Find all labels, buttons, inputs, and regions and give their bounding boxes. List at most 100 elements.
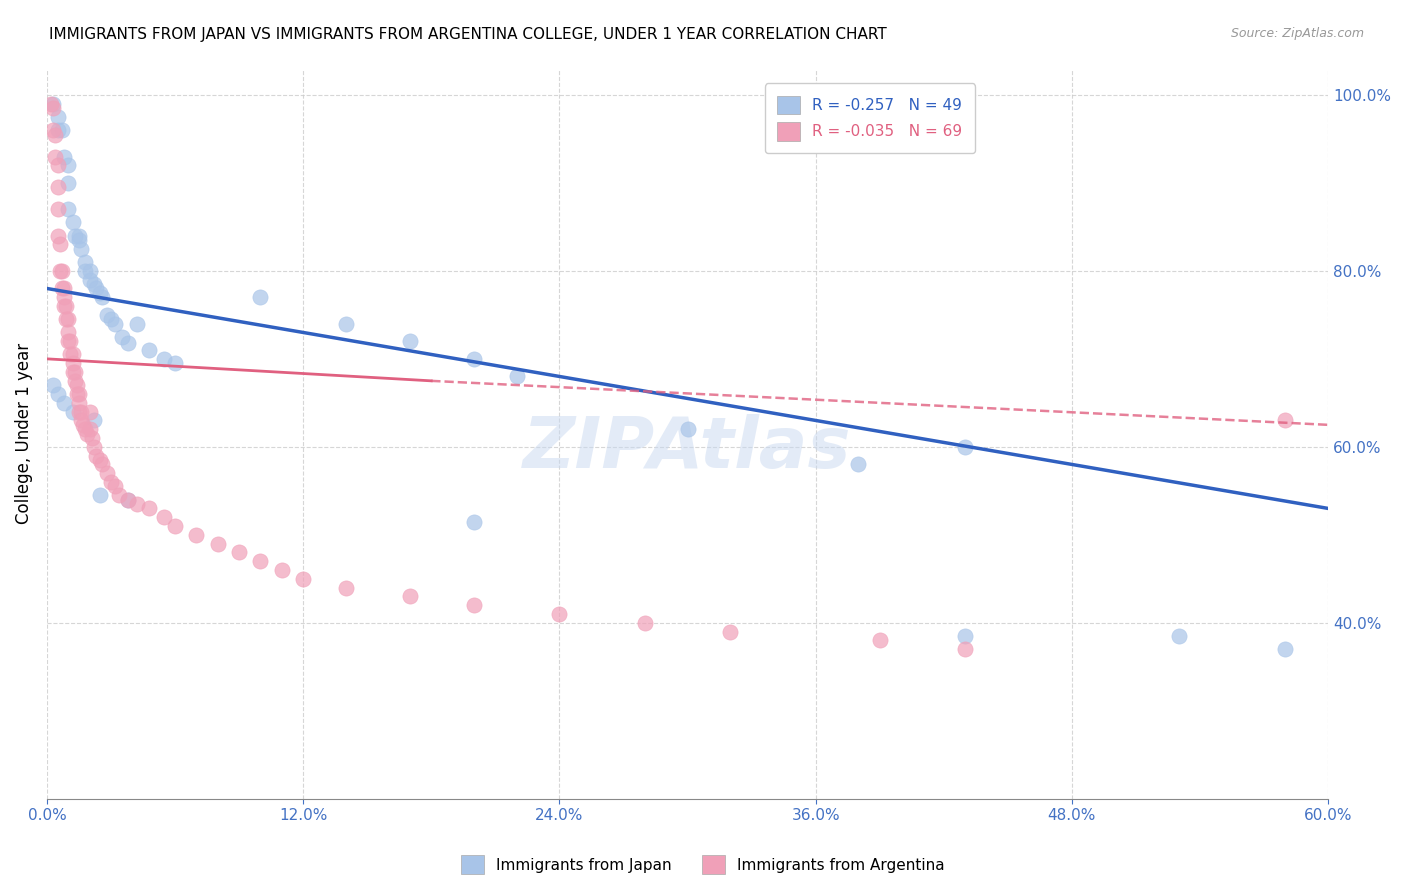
- Point: [100, 312, 122, 326]
- Y-axis label: College, Under 1 year: College, Under 1 year: [15, 343, 32, 524]
- Point: [66, 387, 89, 401]
- Text: Source: ZipAtlas.com: Source: ZipAtlas.com: [1230, 27, 1364, 40]
- Point: [67, 233, 90, 247]
- Legend: Immigrants from Japan, Immigrants from Argentina: Immigrants from Japan, Immigrants from A…: [456, 849, 950, 880]
- Point: [62, 215, 84, 229]
- Point: [51, 264, 73, 278]
- Point: [46, 228, 69, 243]
- Point: [79, 264, 101, 278]
- Point: [96, 467, 118, 481]
- Point: [335, 581, 357, 595]
- Point: [249, 554, 271, 568]
- Point: [104, 317, 127, 331]
- Point: [953, 642, 976, 657]
- Point: [207, 536, 229, 550]
- Point: [79, 404, 101, 418]
- Point: [46, 158, 69, 172]
- Point: [96, 308, 118, 322]
- Point: [72, 417, 94, 432]
- Point: [55, 312, 77, 326]
- Point: [59, 334, 82, 349]
- Text: ZIPAtlas: ZIPAtlas: [523, 414, 852, 483]
- Point: [59, 347, 82, 361]
- Point: [75, 255, 97, 269]
- Point: [1274, 642, 1296, 657]
- Point: [153, 510, 176, 524]
- Point: [117, 336, 139, 351]
- Point: [46, 123, 69, 137]
- Point: [83, 277, 105, 291]
- Point: [58, 326, 80, 340]
- Point: [67, 396, 90, 410]
- Point: [70, 413, 93, 427]
- Point: [83, 440, 105, 454]
- Point: [89, 285, 111, 300]
- Point: [76, 426, 98, 441]
- Point: [548, 607, 571, 621]
- Point: [52, 281, 75, 295]
- Point: [66, 378, 89, 392]
- Point: [58, 312, 80, 326]
- Point: [58, 158, 80, 172]
- Point: [80, 431, 103, 445]
- Point: [44, 149, 66, 163]
- Point: [292, 572, 315, 586]
- Point: [83, 413, 105, 427]
- Point: [117, 492, 139, 507]
- Point: [505, 369, 527, 384]
- Point: [67, 387, 90, 401]
- Point: [51, 281, 73, 295]
- Point: [399, 334, 422, 349]
- Point: [100, 475, 122, 489]
- Point: [46, 387, 69, 401]
- Point: [51, 123, 73, 137]
- Point: [89, 453, 111, 467]
- Point: [108, 488, 131, 502]
- Point: [67, 404, 90, 418]
- Point: [39, 96, 62, 111]
- Point: [676, 422, 699, 436]
- Point: [463, 515, 485, 529]
- Point: [125, 497, 148, 511]
- Point: [42, 123, 65, 137]
- Text: IMMIGRANTS FROM JAPAN VS IMMIGRANTS FROM ARGENTINA COLLEGE, UNDER 1 YEAR CORRELA: IMMIGRANTS FROM JAPAN VS IMMIGRANTS FROM…: [49, 27, 887, 42]
- Point: [84, 449, 107, 463]
- Point: [42, 101, 65, 115]
- Point: [62, 356, 84, 370]
- Point: [58, 176, 80, 190]
- Point: [869, 633, 891, 648]
- Point: [75, 422, 97, 436]
- Point: [48, 237, 70, 252]
- Point: [111, 330, 134, 344]
- Point: [89, 488, 111, 502]
- Point: [46, 180, 69, 194]
- Point: [463, 598, 485, 612]
- Point: [58, 334, 80, 349]
- Point: [62, 365, 84, 379]
- Point: [228, 545, 250, 559]
- Point: [463, 351, 485, 366]
- Point: [55, 299, 77, 313]
- Point: [62, 347, 84, 361]
- Point: [79, 273, 101, 287]
- Point: [634, 615, 657, 630]
- Point: [953, 440, 976, 454]
- Point: [91, 290, 114, 304]
- Point: [186, 528, 208, 542]
- Point: [79, 422, 101, 436]
- Point: [718, 624, 741, 639]
- Point: [117, 492, 139, 507]
- Point: [46, 202, 69, 217]
- Point: [91, 458, 114, 472]
- Legend: R = -0.257   N = 49, R = -0.035   N = 69: R = -0.257 N = 49, R = -0.035 N = 69: [765, 84, 974, 153]
- Point: [52, 396, 75, 410]
- Point: [399, 590, 422, 604]
- Point: [846, 458, 869, 472]
- Point: [52, 290, 75, 304]
- Point: [58, 202, 80, 217]
- Point: [84, 281, 107, 295]
- Point: [42, 378, 65, 392]
- Point: [67, 228, 90, 243]
- Point: [70, 404, 93, 418]
- Point: [104, 479, 127, 493]
